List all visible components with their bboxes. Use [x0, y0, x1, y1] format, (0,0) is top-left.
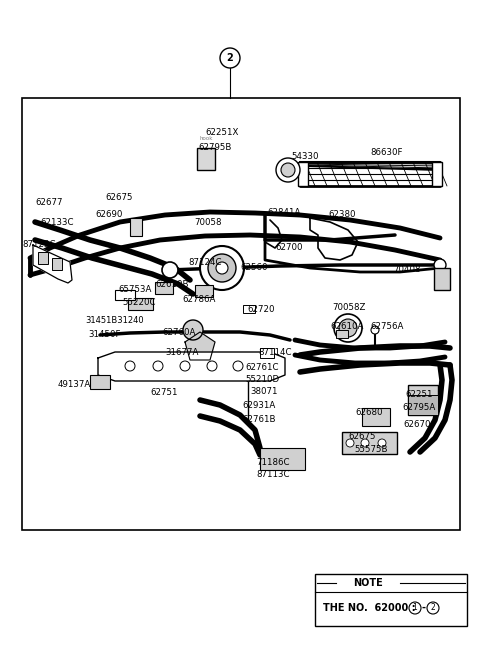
Bar — [362, 408, 390, 426]
Bar — [408, 385, 438, 415]
Text: -: - — [421, 603, 425, 613]
Text: 70408: 70408 — [393, 265, 420, 274]
Bar — [434, 268, 450, 290]
Circle shape — [220, 48, 240, 68]
Circle shape — [378, 439, 386, 447]
Text: 62610B: 62610B — [155, 280, 189, 289]
Bar — [342, 432, 397, 454]
Text: 62700: 62700 — [275, 243, 302, 252]
Text: 55220C: 55220C — [122, 298, 156, 307]
Text: 2: 2 — [227, 53, 233, 63]
Text: 87114C: 87114C — [258, 348, 291, 357]
Text: 62670: 62670 — [403, 420, 431, 429]
Circle shape — [339, 319, 357, 337]
Text: 71186C: 71186C — [256, 458, 289, 467]
Text: 62251X: 62251X — [205, 128, 239, 137]
Circle shape — [180, 361, 190, 371]
Circle shape — [153, 361, 163, 371]
Bar — [298, 162, 308, 186]
Text: 54330: 54330 — [291, 152, 319, 161]
Text: 62841A: 62841A — [267, 208, 300, 217]
Text: 62756A: 62756A — [370, 322, 403, 331]
Bar — [195, 285, 213, 297]
Text: 62675: 62675 — [105, 193, 132, 202]
Text: 62760A: 62760A — [162, 328, 195, 337]
Circle shape — [346, 439, 354, 447]
Text: 62251: 62251 — [405, 390, 432, 399]
Text: 62751: 62751 — [150, 388, 178, 397]
Circle shape — [361, 439, 369, 447]
Text: 62931A: 62931A — [242, 401, 275, 410]
Text: 86630F: 86630F — [370, 148, 403, 157]
Bar — [115, 290, 135, 300]
Text: 62380: 62380 — [328, 210, 356, 219]
Text: 70058Z: 70058Z — [332, 303, 365, 312]
Bar — [243, 305, 255, 313]
Circle shape — [434, 259, 446, 271]
Circle shape — [276, 158, 300, 182]
Text: 55575B: 55575B — [354, 445, 387, 454]
Circle shape — [371, 326, 379, 334]
Text: 87113C: 87113C — [256, 470, 289, 479]
Circle shape — [200, 246, 244, 290]
Circle shape — [125, 361, 135, 371]
Text: 62720: 62720 — [247, 305, 275, 314]
Polygon shape — [98, 352, 285, 381]
Text: 62761C: 62761C — [245, 363, 278, 372]
Circle shape — [183, 320, 203, 340]
Text: 62133C: 62133C — [40, 218, 73, 227]
Text: 62680: 62680 — [355, 408, 383, 417]
Text: 62786A: 62786A — [182, 295, 216, 304]
Text: 62795B: 62795B — [198, 143, 231, 152]
Text: 62677: 62677 — [35, 198, 62, 207]
Bar — [155, 282, 173, 294]
Bar — [52, 258, 62, 270]
Bar — [38, 252, 48, 264]
Text: 38071: 38071 — [250, 387, 277, 396]
Bar — [22, 98, 460, 530]
Bar — [432, 162, 442, 186]
Text: 31450F: 31450F — [88, 330, 120, 339]
Bar — [130, 218, 142, 236]
Bar — [260, 348, 274, 358]
Text: 31451B31240: 31451B31240 — [85, 316, 144, 325]
Text: 2: 2 — [431, 604, 435, 613]
Text: 70058: 70058 — [194, 218, 221, 227]
Bar — [260, 448, 305, 470]
Text: 62560: 62560 — [240, 263, 267, 272]
Text: THE NO.  62000 :: THE NO. 62000 : — [323, 603, 419, 613]
Text: NOTE: NOTE — [353, 578, 383, 588]
Polygon shape — [185, 332, 215, 360]
Text: 65753A: 65753A — [118, 285, 151, 294]
Polygon shape — [33, 245, 72, 283]
Text: 87124C: 87124C — [188, 258, 221, 267]
Text: 49137A: 49137A — [58, 380, 91, 389]
Circle shape — [208, 254, 236, 282]
Text: 62761B: 62761B — [242, 415, 276, 424]
Circle shape — [207, 361, 217, 371]
Text: 55210D: 55210D — [245, 375, 279, 384]
Circle shape — [162, 262, 178, 278]
Circle shape — [334, 314, 362, 342]
Text: 62795A: 62795A — [402, 403, 435, 412]
Circle shape — [216, 262, 228, 274]
Bar — [408, 395, 438, 415]
Text: 87123C: 87123C — [22, 240, 56, 249]
Text: 62690: 62690 — [95, 210, 122, 219]
Text: hook: hook — [200, 136, 214, 141]
Circle shape — [281, 163, 295, 177]
Text: 62675: 62675 — [348, 432, 375, 441]
Text: 62610A: 62610A — [330, 322, 363, 331]
Bar — [128, 298, 153, 310]
Bar — [90, 375, 110, 389]
Bar — [197, 148, 215, 170]
Bar — [336, 330, 348, 338]
Bar — [315, 574, 467, 626]
Text: 31677A: 31677A — [165, 348, 198, 357]
Circle shape — [233, 361, 243, 371]
Text: 1: 1 — [413, 604, 418, 613]
Circle shape — [427, 602, 439, 614]
Circle shape — [409, 602, 421, 614]
